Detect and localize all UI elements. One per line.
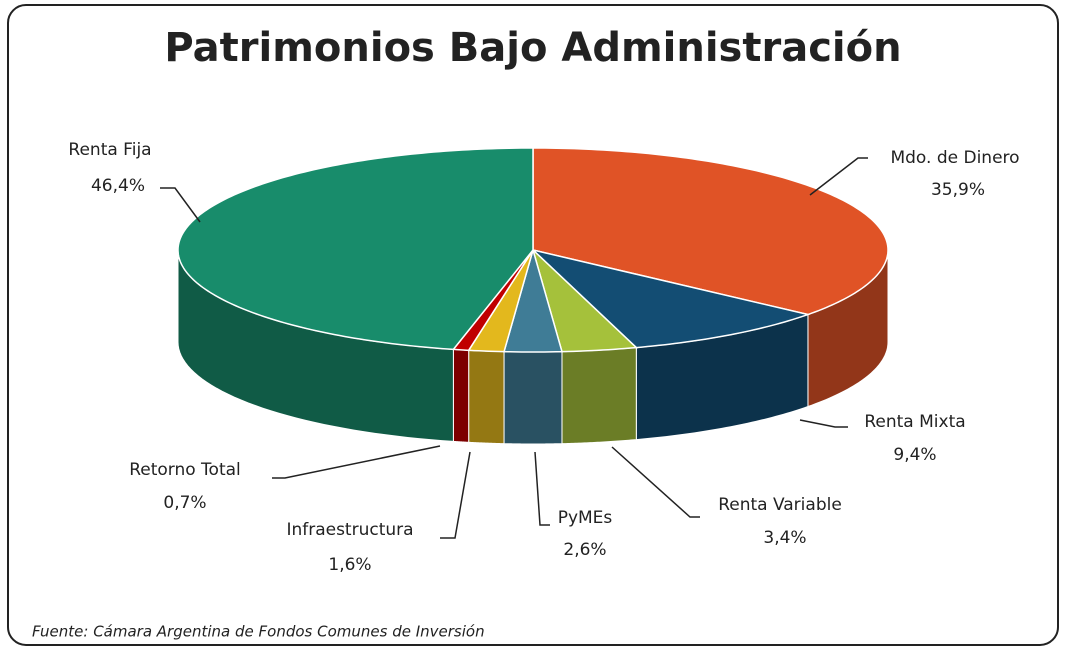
leader-line: [611, 446, 700, 518]
category-label: Infraestructura: [286, 520, 413, 540]
pie-slice: [532, 147, 889, 316]
leader-line: [272, 445, 441, 479]
category-label: Renta Variable: [718, 495, 842, 515]
category-label: Renta Fija: [68, 140, 151, 160]
leader-line: [809, 157, 868, 196]
value-label: 3,4%: [763, 528, 806, 548]
source-note: Fuente: Cámara Argentina de Fondos Comun…: [32, 623, 485, 641]
pie-slice: [530, 248, 811, 349]
pie-slice: [503, 247, 563, 353]
value-label: 46,4%: [91, 176, 145, 196]
category-label: Renta Mixta: [864, 412, 965, 432]
category-label: PyMEs: [558, 508, 613, 528]
leader-line: [440, 451, 471, 539]
value-label: 1,6%: [328, 555, 371, 575]
value-label: 2,6%: [563, 540, 606, 560]
value-label: 9,4%: [893, 445, 936, 465]
pie-side: [452, 348, 470, 443]
category-label: Retorno Total: [129, 460, 241, 480]
value-label: 0,7%: [163, 493, 206, 513]
pie-side: [503, 351, 563, 445]
pie-side: [468, 349, 505, 445]
leader-line: [160, 187, 201, 223]
category-label: Mdo. de Dinero: [890, 148, 1019, 168]
pie-slice: [531, 247, 639, 353]
pie-side: [561, 347, 637, 445]
value-label: 35,9%: [931, 180, 985, 200]
pie-slice: [177, 147, 534, 351]
leader-line: [534, 451, 550, 526]
chart-title: Patrimonios Bajo Administración: [164, 25, 901, 71]
leader-line: [799, 419, 848, 428]
